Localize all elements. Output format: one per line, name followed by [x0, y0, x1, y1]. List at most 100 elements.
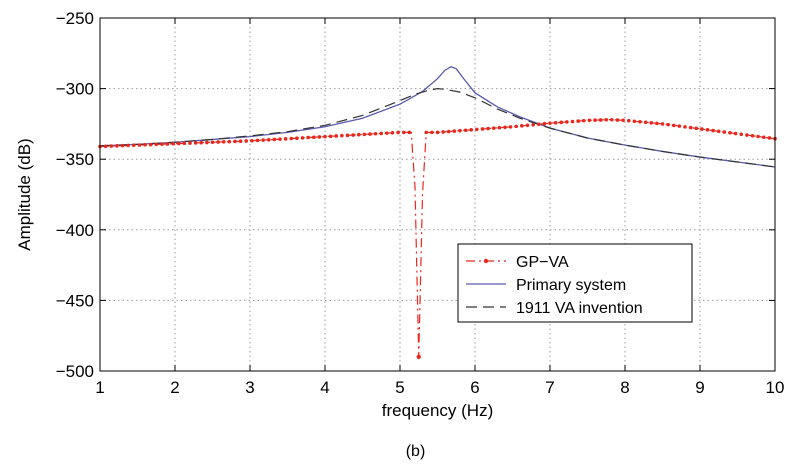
gp-va-point [407, 130, 412, 135]
y-tick-label: −450 [56, 291, 94, 310]
gp-va-point [705, 128, 710, 132]
gp-va-point [244, 139, 249, 143]
gp-va-point [283, 137, 288, 141]
gp-va-point [373, 131, 378, 136]
gp-va-point [655, 121, 659, 126]
gp-va-point [598, 118, 603, 122]
gp-va-point [576, 119, 580, 123]
gp-va-point [340, 133, 344, 138]
gp-va-point [508, 125, 513, 129]
gp-va-point [469, 128, 474, 132]
gp-va-point [272, 137, 277, 142]
gp-va-point [463, 128, 468, 133]
gp-va-point [587, 118, 592, 123]
gp-va-point [278, 137, 282, 141]
gp-va-point [266, 137, 271, 142]
gp-va-point [328, 134, 333, 139]
legend-label-1: Primary system [516, 277, 626, 294]
gp-va-point [300, 136, 305, 140]
gp-va-point [694, 126, 699, 131]
gp-va-point [160, 142, 164, 146]
gp-va-point [671, 123, 676, 128]
gp-va-point [199, 140, 204, 145]
gp-va-point [176, 141, 181, 146]
gp-va-point [643, 120, 648, 125]
x-tick-label: 5 [395, 378, 404, 397]
gp-va-point [491, 126, 496, 130]
gp-va-point [638, 119, 642, 124]
gp-va-point [131, 143, 136, 148]
gp-va-point [559, 120, 564, 125]
gp-va-point [126, 143, 130, 148]
x-tick-label: 10 [766, 378, 785, 397]
gp-va-point [401, 130, 406, 135]
legend: GP−VA Primary system 1911 VA invention [457, 243, 693, 323]
gp-va-point [435, 130, 440, 135]
gp-va-point [182, 141, 187, 146]
legend-label-2: 1911 VA invention [516, 300, 643, 317]
gp-va-point [536, 122, 541, 127]
gp-va-point [345, 133, 350, 138]
gp-va-point [137, 143, 142, 147]
gp-va-point [750, 133, 755, 138]
x-tick-label: 1 [95, 378, 104, 397]
gp-va-point [143, 142, 147, 147]
gp-va-point [334, 134, 339, 138]
gp-va-point [683, 125, 687, 129]
gp-va-point [728, 130, 732, 135]
gp-va-point [756, 134, 760, 139]
gp-va-point [531, 122, 535, 127]
y-tick-label: −350 [56, 150, 94, 169]
gp-va-point [227, 139, 232, 144]
gp-va-point [542, 121, 547, 126]
gp-va-point [520, 124, 524, 128]
gp-va-point [368, 132, 372, 136]
gp-va-point [458, 128, 462, 133]
gp-va-point [154, 142, 159, 147]
gp-va-point [109, 144, 114, 148]
gp-va-point [761, 135, 766, 140]
gp-va-point [553, 120, 558, 125]
gp-va-point [581, 118, 586, 123]
gp-va-point [475, 127, 479, 132]
axis-ticks: 1 2 3 4 5 6 7 8 9 10 −250 −300 −350 −400 −450 −500 [56, 9, 785, 397]
y-tick-label: −500 [56, 362, 94, 381]
gp-va-point [216, 140, 220, 144]
y-axis-label: Amplitude (dB) [15, 138, 34, 250]
gp-va-point [306, 135, 310, 140]
x-tick-label: 6 [470, 378, 479, 397]
gp-va-point [497, 125, 502, 130]
gp-va-point [379, 131, 384, 136]
gp-va-point [767, 136, 772, 140]
gp-va-point [711, 128, 715, 133]
gp-va-point [621, 118, 625, 123]
gp-va-antiresonance-point [416, 354, 421, 360]
gp-va-point [148, 142, 153, 147]
gp-va-point [452, 129, 457, 133]
gp-va-point [615, 118, 620, 122]
x-axis-label: frequency (Hz) [382, 401, 493, 420]
gp-va-point [171, 141, 175, 146]
gp-va-point [238, 139, 243, 143]
series-line-2 [99, 87, 776, 168]
legend-label-0: GP−VA [516, 254, 569, 271]
gp-va-point [356, 132, 361, 137]
gp-va-point [700, 127, 704, 131]
gp-va-point [610, 117, 614, 122]
gp-va-point [205, 140, 209, 145]
gp-va-point [385, 131, 389, 135]
series-line-1 [99, 65, 776, 168]
gp-va-point [396, 130, 400, 135]
gp-va-point [424, 130, 429, 135]
gp-va-point [604, 117, 609, 122]
gp-va-point [210, 140, 215, 145]
gp-va-point [660, 122, 665, 126]
y-tick-label: −300 [56, 80, 94, 99]
gp-va-point [250, 138, 254, 143]
gp-va-point [103, 144, 108, 149]
y-tick-label: −250 [56, 9, 94, 28]
grid-lines [100, 18, 775, 371]
gp-va-point [677, 124, 682, 128]
gp-va-point [480, 127, 485, 131]
